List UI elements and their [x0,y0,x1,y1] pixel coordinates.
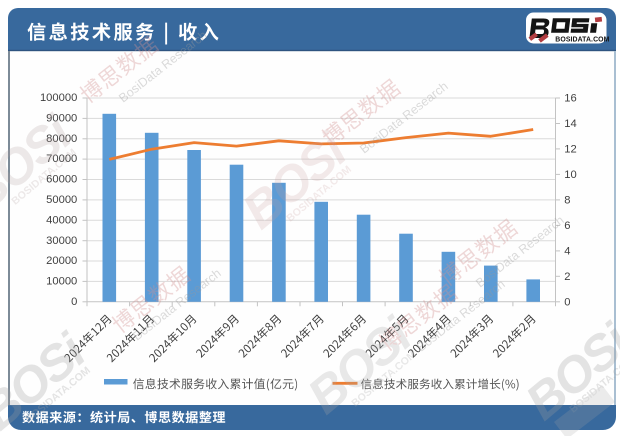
svg-text:6: 6 [564,220,570,232]
svg-text:2: 2 [564,271,570,283]
svg-text:60000: 60000 [46,174,77,186]
svg-text:70000: 70000 [46,153,77,165]
svg-text:30000: 30000 [46,235,77,247]
svg-text:10: 10 [564,169,576,181]
svg-text:16: 16 [564,93,576,105]
svg-text:100000: 100000 [40,92,77,104]
svg-text:8: 8 [564,195,570,207]
svg-text:50000: 50000 [46,194,77,206]
svg-text:BOSIDATA.COM: BOSIDATA.COM [555,37,609,44]
svg-text:80000: 80000 [46,133,77,145]
svg-text:0: 0 [564,296,570,308]
svg-text:10000: 10000 [46,276,77,288]
svg-text:90000: 90000 [46,113,77,125]
svg-text:12: 12 [564,144,576,156]
svg-text:40000: 40000 [46,214,77,226]
svg-text:20000: 20000 [46,255,77,267]
svg-text:14: 14 [564,118,576,130]
svg-text:0: 0 [71,296,77,308]
svg-text:4: 4 [564,246,570,258]
